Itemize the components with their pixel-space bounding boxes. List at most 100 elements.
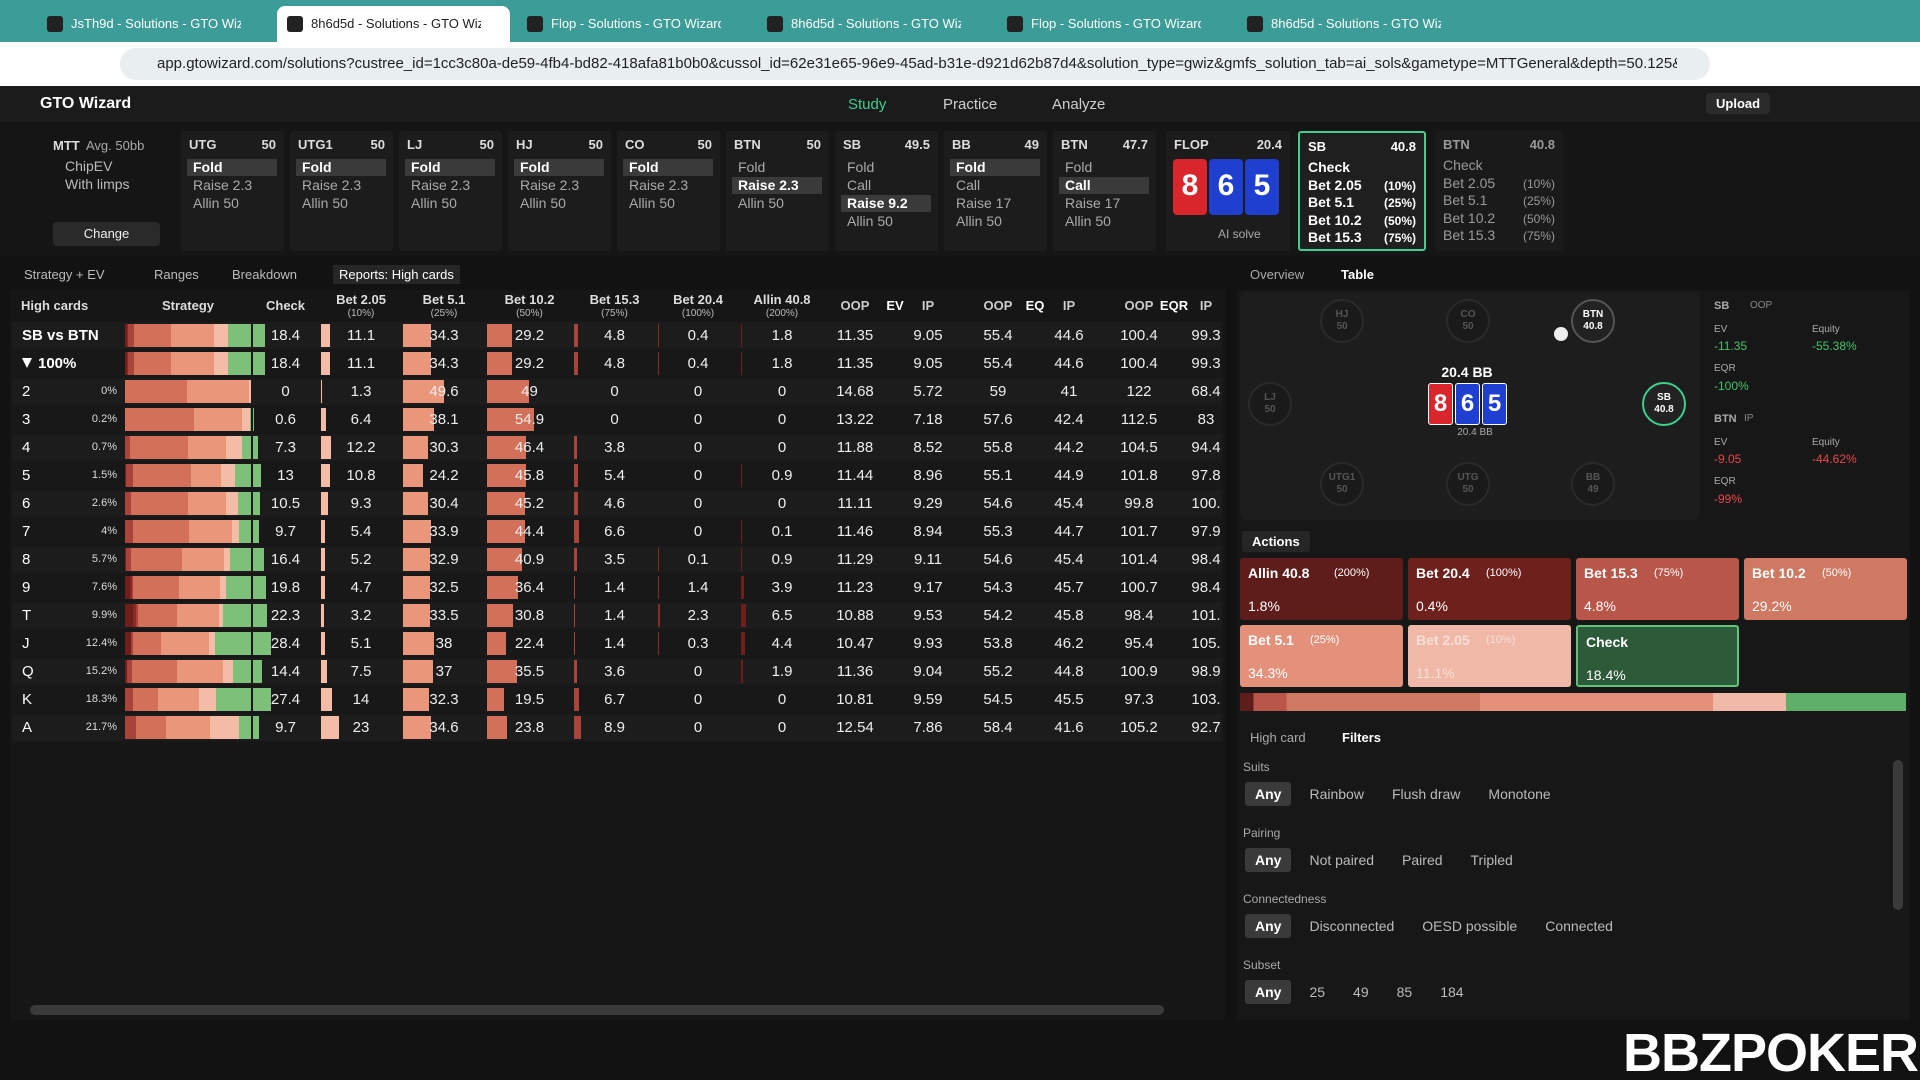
seat[interactable]: UTG 50	[1446, 462, 1490, 506]
toolbar-tab[interactable]: Strategy + EV	[24, 267, 105, 282]
position-column[interactable]: LJ 50 Fold Raise 2.3 Allin 50	[399, 131, 502, 251]
street-action[interactable]: Bet 5.1	[1443, 192, 1488, 208]
seat[interactable]: BTN 40.8	[1571, 299, 1615, 343]
position-action[interactable]: Allin 50	[520, 195, 566, 211]
seat[interactable]: HJ 50	[1320, 299, 1364, 343]
position-action[interactable]: Allin 50	[629, 195, 675, 211]
column-header[interactable]: Bet 2.05	[336, 292, 386, 307]
position-action[interactable]: Fold	[847, 159, 875, 175]
position-action[interactable]: Allin 50	[1065, 213, 1111, 229]
filter-option[interactable]: Connected	[1545, 918, 1613, 934]
filter-option[interactable]: Any	[1245, 782, 1292, 806]
street-action[interactable]: Bet 5.1	[1308, 194, 1354, 210]
position-action[interactable]: Allin 50	[847, 213, 893, 229]
position-action[interactable]: Raise 2.3	[732, 177, 822, 194]
street-action[interactable]: Check	[1308, 159, 1351, 175]
position-action[interactable]: Call	[1059, 177, 1149, 194]
position-action[interactable]: Fold	[405, 159, 495, 176]
seat[interactable]: SB 40.8	[1642, 382, 1686, 426]
filter-option[interactable]: Disconnected	[1309, 918, 1395, 934]
ai-solve[interactable]: AI solve	[1218, 227, 1261, 241]
street-column[interactable]: SB 40.8 Check Bet 2.05 (10%) Bet 5.1 (25%) Bet …	[1298, 131, 1426, 251]
filter-tab[interactable]: Filters	[1342, 730, 1382, 745]
column-header[interactable]: Check	[265, 298, 306, 313]
position-action[interactable]: Allin 50	[411, 195, 457, 211]
position-column[interactable]: UTG 50 Fold Raise 2.3 Allin 50	[181, 131, 284, 251]
seat[interactable]: LJ 50	[1248, 382, 1292, 426]
position-column[interactable]: CO 50 Fold Raise 2.3 Allin 50	[617, 131, 720, 251]
position-action[interactable]: Allin 50	[738, 195, 784, 211]
position-action[interactable]: Fold	[187, 159, 277, 176]
column-header[interactable]: Bet 20.4	[673, 292, 723, 307]
column-header[interactable]: IP	[921, 298, 935, 313]
filter-option[interactable]: Paired	[1402, 852, 1443, 868]
filter-option[interactable]: Rainbow	[1309, 786, 1364, 802]
column-header[interactable]: EQ	[1025, 298, 1045, 313]
position-action[interactable]: Fold	[623, 159, 713, 176]
column-header[interactable]: EV	[886, 298, 904, 313]
column-header[interactable]: Allin 40.8	[753, 292, 811, 307]
nav-item[interactable]: Analyze	[1052, 96, 1106, 113]
street-action[interactable]: Bet 15.3	[1443, 227, 1496, 243]
filter-option[interactable]: Flush draw	[1391, 786, 1461, 802]
action-tile[interactable]: Bet 2.05 (10%) 11.1%	[1408, 625, 1571, 687]
action-tile[interactable]: Check 18.4%	[1576, 625, 1739, 687]
position-action[interactable]: Raise 2.3	[411, 177, 471, 193]
panel-tab[interactable]: Overview	[1250, 267, 1305, 282]
position-action[interactable]: Fold	[514, 159, 604, 176]
position-action[interactable]: Allin 50	[302, 195, 348, 211]
seat[interactable]: CO 50	[1446, 299, 1490, 343]
street-action[interactable]: Bet 2.05	[1308, 176, 1362, 193]
column-header[interactable]: OOP	[840, 298, 870, 313]
position-action[interactable]: Raise 2.3	[302, 177, 362, 193]
street-action[interactable]: Bet 2.05	[1443, 174, 1496, 191]
position-column[interactable]: HJ 50 Fold Raise 2.3 Allin 50	[508, 131, 611, 251]
column-header[interactable]: Bet 5.1	[422, 292, 466, 307]
action-tile[interactable]: Bet 10.2 (50%) 29.2%	[1744, 558, 1907, 620]
filter-option[interactable]: 49	[1353, 984, 1369, 1000]
column-header[interactable]: EQR	[1159, 298, 1189, 313]
browser-tab[interactable]: 8h6d5d - Solutions - GTO Wiza	[757, 6, 990, 42]
filter-option[interactable]: Any	[1245, 980, 1292, 1004]
filter-option[interactable]: OESD possible	[1422, 918, 1518, 934]
filter-option[interactable]: Any	[1245, 914, 1292, 938]
seat[interactable]: BB 49	[1571, 462, 1615, 506]
action-tile[interactable]: Bet 5.1 (25%) 34.3%	[1240, 625, 1403, 687]
nav-item[interactable]: Study	[848, 96, 887, 113]
toolbar-tab[interactable]: Ranges	[154, 267, 199, 282]
column-header[interactable]: Bet 15.3	[589, 292, 640, 307]
position-column[interactable]: BB 49 Fold Call Raise 17 Allin 50	[944, 131, 1047, 251]
position-action[interactable]: Fold	[1065, 159, 1093, 175]
position-action[interactable]: Raise 2.3	[629, 177, 689, 193]
position-column[interactable]: BTN 47.7 Fold Call Raise 17 Allin 50	[1053, 131, 1156, 251]
filter-option[interactable]: 25	[1309, 984, 1326, 1000]
filter-option[interactable]: Tripled	[1470, 852, 1513, 868]
panel-tab[interactable]: Table	[1341, 267, 1374, 282]
column-header[interactable]: High cards	[21, 298, 89, 313]
position-action[interactable]: Fold	[950, 159, 1040, 176]
filter-option[interactable]: 85	[1396, 984, 1413, 1000]
toolbar-tab[interactable]: Breakdown	[232, 267, 298, 282]
position-action[interactable]: Fold	[296, 159, 386, 176]
filter-option[interactable]: 184	[1440, 984, 1464, 1000]
position-action[interactable]: Raise 17	[956, 195, 1012, 211]
position-action[interactable]: Fold	[738, 159, 766, 175]
street-action[interactable]: Check	[1443, 157, 1483, 173]
action-tile[interactable]: Bet 20.4 (100%) 0.4%	[1408, 558, 1571, 620]
upload-button[interactable]: Upload	[1706, 93, 1771, 114]
browser-tab[interactable]: Flop - Solutions - GTO Wizard	[997, 6, 1230, 42]
column-header[interactable]: IP	[1062, 298, 1076, 313]
position-action[interactable]: Allin 50	[956, 213, 1002, 229]
position-action[interactable]: Call	[956, 177, 981, 193]
street-action[interactable]: Bet 15.3	[1308, 229, 1362, 245]
position-action[interactable]: Raise 9.2	[841, 195, 931, 212]
column-header[interactable]: Strategy	[161, 298, 215, 313]
actions-dropdown[interactable]: Actions	[1242, 531, 1310, 552]
change-button[interactable]: Change	[53, 222, 160, 246]
browser-tab[interactable]: 8h6d5d - Solutions - GTO Wiza	[1237, 6, 1470, 42]
seat[interactable]: UTG1 50	[1320, 462, 1364, 506]
action-tile[interactable]: Allin 40.8 (200%) 1.8%	[1240, 558, 1403, 620]
column-header[interactable]: OOP	[1124, 298, 1154, 313]
v-scrollbar[interactable]	[1893, 760, 1903, 910]
h-scrollbar[interactable]	[30, 1005, 1164, 1015]
